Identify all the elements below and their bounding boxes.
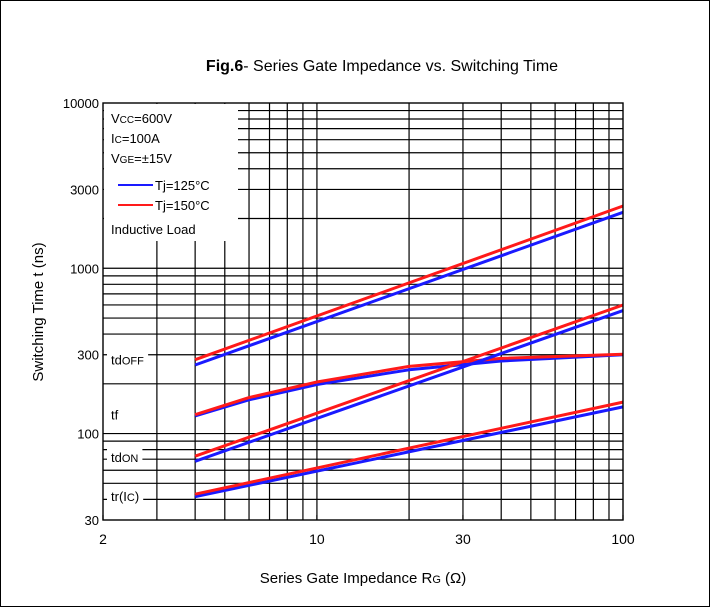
condition-label: VCC=600V (111, 111, 172, 126)
condition-sub: GE (120, 155, 135, 166)
y-tick-label: 3000 (70, 182, 99, 197)
series-line-tdoff-150c (194, 204, 624, 362)
curve-label-background (107, 404, 123, 425)
plot-area-border (102, 102, 624, 521)
curve-label-background (107, 485, 144, 506)
condition-value: =±15V (134, 151, 172, 166)
curve-label: tdON (111, 450, 138, 465)
curve-label-main: td (111, 353, 122, 368)
curve-label-sub: ON (122, 453, 139, 465)
condition-main: V (111, 111, 120, 126)
series-line-tr-150c (194, 400, 624, 496)
condition-label: VGE=±15V (111, 151, 172, 166)
curve-label-sub: C (127, 492, 135, 504)
x-axis-label-unit: (Ω) (441, 570, 466, 587)
curve-label-main: tf (111, 408, 119, 423)
x-tick-label: 30 (455, 531, 471, 547)
curve-label: tdOFF (111, 353, 144, 368)
axis-ticks: 2 10 30 100 30 100 300 1000 3000 10000 (63, 96, 635, 547)
series-line-tdon-125c (194, 309, 624, 463)
x-tick-label: 100 (611, 531, 635, 547)
x-axis-label: Series Gate Impedance RG (Ω) (260, 570, 467, 587)
condition-sub: C (115, 135, 122, 146)
condition-main: V (111, 151, 120, 166)
curve-label-background (107, 349, 149, 370)
x-axis-label-text: Series Gate Impedance R (260, 570, 433, 587)
y-tick-label: 10000 (63, 96, 99, 111)
series-line-tr-125c (194, 405, 624, 499)
curve-label: tf (111, 408, 119, 423)
series-line-tf-125c (194, 353, 624, 418)
series-lines (194, 204, 624, 499)
condition-sub: CC (120, 115, 134, 126)
series-line-tdoff-125c (194, 210, 624, 367)
y-tick-label: 1000 (70, 261, 99, 276)
y-tick-label: 300 (77, 348, 99, 363)
curve-label-sub: OFF (122, 356, 144, 368)
legend-box: VCC=600VIC=100AVGE=±15VTj=125°CTj=150°CI… (104, 104, 238, 241)
curve-label: tr(IC) (111, 489, 139, 504)
condition-value: =100A (122, 131, 160, 146)
legend-label: Tj=150°C (155, 198, 210, 213)
chart-title-text: - Series Gate Impedance vs. Switching Ti… (243, 58, 558, 75)
legend-background (104, 104, 238, 241)
condition-main: I (111, 131, 115, 146)
series-line-tf-150c (194, 352, 624, 417)
y-tick-label: 100 (77, 427, 99, 442)
series-line-tdon-150c (194, 303, 624, 458)
condition-label: IC=100A (111, 131, 160, 146)
condition-value: =600V (134, 111, 172, 126)
grid-lines (103, 103, 623, 520)
x-axis-label-sub: G (432, 574, 441, 586)
curve-label-main: tr(I (111, 489, 127, 504)
y-axis-label: Switching Time t (ns) (30, 242, 47, 381)
curve-label-background (107, 447, 143, 468)
x-tick-label: 2 (99, 531, 107, 547)
load-condition-label: Inductive Load (111, 222, 196, 237)
legend-label: Tj=125°C (155, 178, 210, 193)
chart-title-figure: Fig.6 (206, 58, 243, 75)
y-tick-label: 30 (85, 513, 99, 528)
curve-label-tail: ) (135, 489, 139, 504)
chart-title: Fig.6- Series Gate Impedance vs. Switchi… (206, 58, 558, 75)
x-tick-label: 10 (309, 531, 325, 547)
curve-label-main: td (111, 450, 122, 465)
